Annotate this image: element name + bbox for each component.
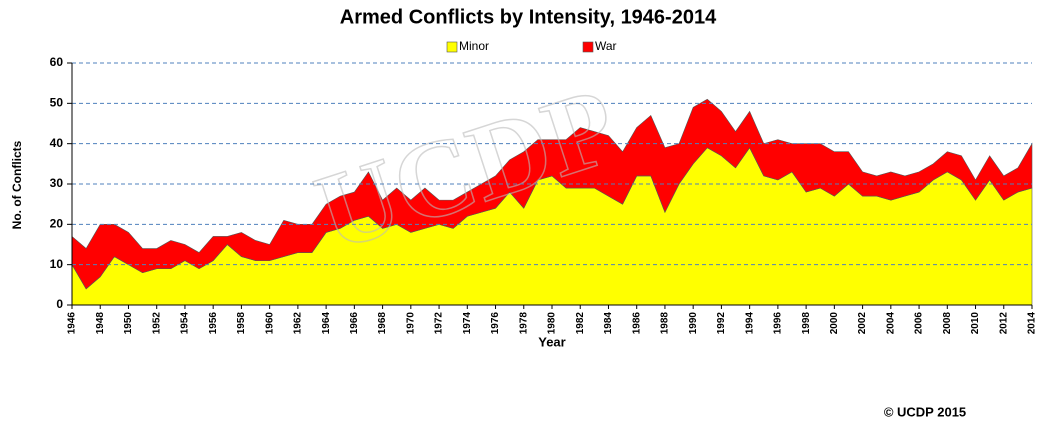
x-tick-label: 1992 bbox=[716, 312, 727, 335]
x-tick-label: 1948 bbox=[95, 312, 106, 335]
x-tick-label: 1952 bbox=[151, 312, 162, 335]
x-tick-label: 1956 bbox=[208, 312, 219, 335]
x-tick-label: 1960 bbox=[264, 312, 275, 335]
x-tick-label: 1978 bbox=[518, 312, 529, 335]
x-tick-label: 1982 bbox=[575, 312, 586, 335]
x-tick-label: 1980 bbox=[547, 312, 558, 335]
footer: © UCDP 2015 bbox=[884, 404, 966, 419]
y-tick-label: 50 bbox=[50, 96, 64, 110]
x-tick-label: 2010 bbox=[970, 312, 981, 335]
x-tick-label: 1966 bbox=[349, 312, 360, 335]
x-tick-label: 1964 bbox=[321, 312, 332, 335]
y-tick-label: 60 bbox=[50, 55, 64, 69]
x-tick-label: 1950 bbox=[123, 312, 134, 335]
legend-swatch bbox=[582, 41, 594, 53]
x-tick-label: 2008 bbox=[942, 312, 953, 335]
x-tick-label: 1958 bbox=[236, 312, 247, 335]
x-tick-label: 1972 bbox=[434, 312, 445, 335]
x-tick-label: 1998 bbox=[801, 312, 812, 335]
x-tick-label: 1984 bbox=[603, 312, 614, 335]
y-tick-label: 30 bbox=[50, 176, 64, 190]
x-axis-label: Year bbox=[538, 334, 565, 349]
x-tick-label: 2004 bbox=[885, 312, 896, 335]
x-tick-label: 1962 bbox=[293, 312, 304, 335]
x-tick-label: 1946 bbox=[67, 312, 78, 335]
x-tick-label: 2014 bbox=[1027, 312, 1038, 335]
x-tick-label: 1974 bbox=[462, 312, 473, 335]
x-tick-label: 1988 bbox=[660, 312, 671, 335]
y-tick-label: 10 bbox=[50, 257, 64, 271]
x-tick-label: 2012 bbox=[998, 312, 1009, 335]
area bbox=[71, 98, 1033, 290]
x-tick-label: 1970 bbox=[405, 312, 416, 335]
x-tick-label: 1990 bbox=[688, 312, 699, 335]
x-tick-label: 1968 bbox=[377, 312, 388, 335]
x-tick-label: 2006 bbox=[914, 312, 925, 335]
x-tick-label: 1954 bbox=[180, 312, 191, 335]
y-tick-label: 20 bbox=[50, 217, 64, 231]
y-tick-label: 40 bbox=[50, 136, 64, 150]
legend-label: War bbox=[595, 39, 617, 53]
legend-swatch bbox=[446, 41, 458, 53]
x-tick-label: 1994 bbox=[744, 312, 755, 335]
y-axis-label: No. of Conflicts bbox=[10, 140, 24, 229]
x-tick-label: 1986 bbox=[631, 312, 642, 335]
x-tick-label: 2000 bbox=[829, 312, 840, 335]
chart-title: Armed Conflicts by Intensity, 1946-2014 bbox=[340, 6, 717, 28]
legend-label: Minor bbox=[459, 39, 489, 53]
x-tick-label: 1996 bbox=[773, 312, 784, 335]
y-tick-label: 0 bbox=[56, 297, 63, 311]
x-tick-label: 2002 bbox=[857, 312, 868, 335]
x-tick-label: 1976 bbox=[490, 312, 501, 335]
